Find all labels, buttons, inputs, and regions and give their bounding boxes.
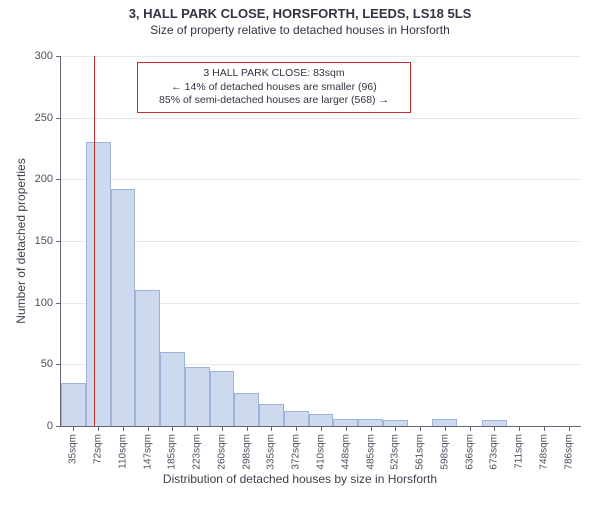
y-tick [56,179,61,180]
x-tick-label: 372sqm [291,434,302,470]
y-tick [56,241,61,242]
x-tick-label: 335sqm [266,434,277,470]
x-tick-label: 448sqm [340,434,351,470]
y-tick-label: 300 [23,50,53,62]
x-tick [569,426,570,431]
y-tick [56,303,61,304]
histogram-bar [111,189,136,426]
x-tick [445,426,446,431]
x-tick [420,426,421,431]
grid-line [61,241,581,242]
x-tick [73,426,74,431]
x-tick [197,426,198,431]
y-tick [56,56,61,57]
histogram-bar [160,352,185,426]
histogram-bar [432,419,457,426]
histogram-bar [86,142,111,426]
grid-line [61,118,581,119]
x-tick-label: 72sqm [93,434,104,464]
chart-plot: 05010015020025030035sqm72sqm110sqm147sqm… [60,56,581,427]
x-tick-label: 223sqm [192,434,203,470]
x-tick [148,426,149,431]
x-tick [371,426,372,431]
x-tick [222,426,223,431]
x-tick-label: 185sqm [167,434,178,470]
histogram-bar [61,383,86,426]
chart-area: 05010015020025030035sqm72sqm110sqm147sqm… [60,56,580,426]
grid-line [61,56,581,57]
x-tick [494,426,495,431]
x-tick-label: 636sqm [464,434,475,470]
x-tick-label: 673sqm [489,434,500,470]
x-tick-label: 786sqm [563,434,574,470]
y-tick [56,364,61,365]
x-tick-label: 598sqm [439,434,450,470]
x-tick [321,426,322,431]
x-tick-label: 110sqm [117,434,128,469]
x-tick-label: 298sqm [241,434,252,470]
histogram-bar [358,419,383,426]
annotation-box: 3 HALL PARK CLOSE: 83sqm← 14% of detache… [137,62,411,113]
y-tick [56,426,61,427]
histogram-bar [309,414,334,426]
marker-line [94,56,95,426]
x-tick [519,426,520,431]
histogram-bar [333,419,358,426]
page-title: 3, HALL PARK CLOSE, HORSFORTH, LEEDS, LS… [0,6,600,21]
histogram-bar [185,367,210,426]
y-tick-label: 50 [23,358,53,370]
x-tick-label: 561sqm [415,434,426,470]
x-tick-label: 147sqm [142,434,153,470]
x-tick [470,426,471,431]
x-tick-label: 748sqm [538,434,549,470]
y-tick [56,118,61,119]
histogram-bar [210,371,235,427]
x-tick [123,426,124,431]
annotation-line: 85% of semi-detached houses are larger (… [146,94,402,108]
x-axis-title: Distribution of detached houses by size … [0,472,600,486]
x-tick-label: 35sqm [68,434,79,464]
y-tick-label: 100 [23,297,53,309]
annotation-line: 3 HALL PARK CLOSE: 83sqm [146,67,402,81]
x-tick [544,426,545,431]
x-tick [247,426,248,431]
y-tick-label: 250 [23,112,53,124]
x-tick [346,426,347,431]
histogram-bar [259,404,284,426]
x-tick [271,426,272,431]
x-tick [395,426,396,431]
y-tick-label: 200 [23,173,53,185]
x-tick [172,426,173,431]
y-tick-label: 150 [23,235,53,247]
x-tick-label: 523sqm [390,434,401,470]
histogram-bar [284,411,309,426]
x-tick [98,426,99,431]
page-subtitle: Size of property relative to detached ho… [0,23,600,37]
histogram-bar [234,393,259,426]
x-tick-label: 711sqm [514,434,525,469]
y-tick-label: 0 [23,420,53,432]
annotation-line: ← 14% of detached houses are smaller (96… [146,81,402,95]
histogram-bar [135,290,160,426]
x-tick [296,426,297,431]
x-tick-label: 410sqm [316,434,327,470]
x-tick-label: 485sqm [365,434,376,470]
x-tick-label: 260sqm [216,434,227,470]
grid-line [61,179,581,180]
